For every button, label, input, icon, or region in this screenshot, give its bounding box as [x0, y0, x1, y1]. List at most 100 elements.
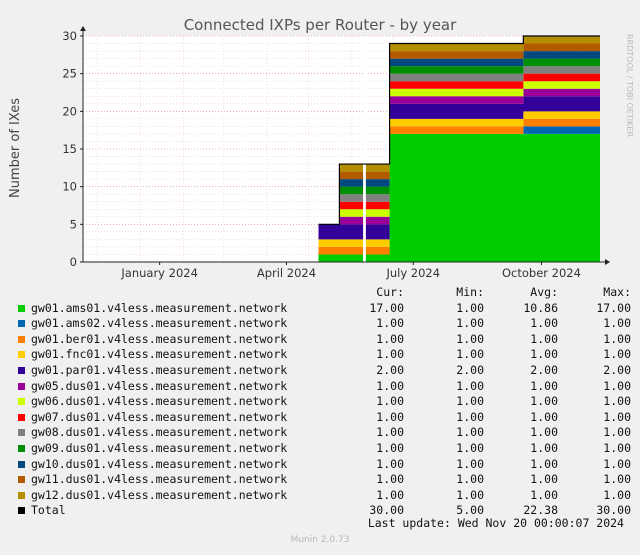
legend-cur-value: 1.00 — [376, 440, 404, 455]
legend-header-cur: Cur: — [376, 285, 404, 299]
legend-cur-value: 17.00 — [369, 300, 404, 315]
legend-swatch — [18, 429, 25, 437]
legend-cur-value: 1.00 — [376, 347, 404, 362]
legend-series: gw01.ber01.v4less.measurement.network — [14, 332, 300, 348]
legend-series-name: Total — [31, 503, 66, 518]
legend-header-min: Min: — [456, 285, 484, 299]
total-series-line — [318, 35, 600, 225]
legend-cur-value: 1.00 — [376, 409, 404, 424]
y-tick-label: 20 — [62, 104, 77, 118]
legend-min-value: 1.00 — [456, 316, 484, 331]
x-tick-label: October 2024 — [502, 266, 581, 280]
legend-max-value: 17.00 — [596, 300, 631, 315]
x-tick-label: July 2024 — [385, 266, 440, 280]
legend-avg-value: 1.00 — [530, 316, 558, 331]
legend-series-name: gw08.dus01.v4less.measurement.network — [31, 425, 288, 440]
legend-min-value: 1.00 — [456, 456, 484, 471]
legend-avg-value: 1.00 — [530, 487, 558, 502]
x-axis-arrow — [605, 259, 610, 265]
legend-series-name: gw06.dus01.v4less.measurement.network — [31, 394, 288, 409]
legend-max-value: 1.00 — [603, 316, 631, 331]
legend-swatch — [18, 491, 25, 499]
legend-cur-value: 1.00 — [376, 378, 404, 393]
legend-max-value: 1.00 — [603, 487, 631, 502]
legend-min-value: 5.00 — [456, 503, 484, 518]
legend-swatch — [18, 460, 25, 468]
legend-header-max: Max: — [603, 285, 631, 299]
legend-min-value: 1.00 — [456, 331, 484, 346]
legend-series-name: gw01.ams01.v4less.measurement.network — [31, 300, 288, 315]
legend-cur-value: 1.00 — [376, 425, 404, 440]
legend-series: gw12.dus01.v4less.measurement.network — [14, 488, 300, 504]
legend-swatch — [18, 304, 25, 312]
legend-avg-value: 1.00 — [530, 378, 558, 393]
legend-cur-value: 1.00 — [376, 316, 404, 331]
chart: Connected IXPs per Router - by year Numb… — [8, 16, 634, 280]
legend-max-value: 1.00 — [603, 456, 631, 471]
legend-min-value: 2.00 — [456, 362, 484, 377]
legend-row: gw01.par01.v4less.measurement.network 2.0… — [14, 363, 631, 379]
legend-max-value: 1.00 — [603, 331, 631, 346]
legend-swatch — [18, 507, 25, 515]
legend-cur-value: 2.00 — [376, 362, 404, 377]
series-area-11 — [318, 51, 600, 225]
legend-swatch — [18, 476, 25, 484]
series-area-7 — [318, 81, 600, 225]
legend-series: gw07.dus01.v4less.measurement.network — [14, 410, 300, 426]
legend-series: gw06.dus01.v4less.measurement.network — [14, 394, 300, 410]
legend-row: gw01.fnc01.v4less.measurement.network 1.0… — [14, 347, 631, 363]
y-tick-label: 30 — [62, 29, 77, 43]
legend-cur-value: 1.00 — [376, 331, 404, 346]
legend-max-value: 1.00 — [603, 378, 631, 393]
legend-avg-value: 2.00 — [530, 362, 558, 377]
y-axis-arrow — [80, 26, 86, 31]
legend-header-avg: Avg: — [530, 285, 558, 299]
legend-avg-value: 10.86 — [523, 300, 558, 315]
legend-series: gw09.dus01.v4less.measurement.network — [14, 441, 300, 457]
legend-row: gw10.dus01.v4less.measurement.network 1.0… — [14, 457, 631, 473]
legend-avg-value: 22.38 — [523, 503, 558, 518]
legend-min-value: 1.00 — [456, 440, 484, 455]
legend-cur-value: 1.00 — [376, 472, 404, 487]
legend-avg-value: 1.00 — [530, 331, 558, 346]
legend-row: gw09.dus01.v4less.measurement.network 1.0… — [14, 441, 631, 457]
legend-cur-value: 1.00 — [376, 394, 404, 409]
legend-min-value: 1.00 — [456, 378, 484, 393]
legend-series: gw05.dus01.v4less.measurement.network — [14, 379, 300, 395]
legend-min-value: 1.00 — [456, 300, 484, 315]
legend-series: Total — [14, 503, 300, 519]
chart-title: Connected IXPs per Router - by year — [184, 16, 457, 34]
last-update: Last update: Wed Nov 20 00:00:07 2024 — [367, 516, 624, 530]
legend-series: gw01.par01.v4less.measurement.network — [14, 363, 300, 379]
y-tick-label: 25 — [62, 67, 77, 81]
legend-swatch — [18, 351, 25, 359]
legend-row: gw11.dus01.v4less.measurement.network 1.0… — [14, 472, 631, 488]
x-tick-label: April 2024 — [257, 266, 316, 280]
legend-series-name: gw09.dus01.v4less.measurement.network — [31, 440, 288, 455]
legend-series-name: gw05.dus01.v4less.measurement.network — [31, 378, 288, 393]
legend-min-value: 1.00 — [456, 425, 484, 440]
legend-row: gw01.ams01.v4less.measurement.network 17.… — [14, 301, 631, 317]
legend-series-name: gw11.dus01.v4less.measurement.network — [31, 472, 288, 487]
legend-avg-value: 1.00 — [530, 440, 558, 455]
legend-series-name: gw07.dus01.v4less.measurement.network — [31, 409, 288, 424]
legend-row: gw01.ams02.v4less.measurement.network 1.0… — [14, 316, 631, 332]
axes: 0 5 10 15 20 25 30 January 2024 April 2024 July 2… — [62, 26, 610, 280]
legend-max-value: 30.00 — [596, 503, 631, 518]
legend-min-value: 1.00 — [456, 347, 484, 362]
legend-min-value: 1.00 — [456, 487, 484, 502]
munin-version: Munin 2.0.73 — [290, 535, 350, 545]
legend-row: Total 30.00 5.00 22.38 30.00 — [14, 503, 631, 519]
legend-max-value: 1.00 — [603, 394, 631, 409]
legend-max-value: 1.00 — [603, 440, 631, 455]
legend-series-name: gw01.par01.v4less.measurement.network — [31, 362, 288, 377]
legend-series: gw10.dus01.v4less.measurement.network — [14, 457, 300, 473]
legend-max-value: 1.00 — [603, 347, 631, 362]
legend-series-name: gw01.ber01.v4less.measurement.network — [31, 331, 288, 346]
legend-header-spacer — [14, 285, 300, 301]
series-area-5 — [318, 96, 600, 240]
y-tick-label: 15 — [62, 142, 77, 156]
legend-min-value: 1.00 — [456, 394, 484, 409]
rrdtool-watermark: RRDTOOL / TOBI OETIKER — [625, 34, 634, 137]
legend-cur-value: 1.00 — [376, 456, 404, 471]
